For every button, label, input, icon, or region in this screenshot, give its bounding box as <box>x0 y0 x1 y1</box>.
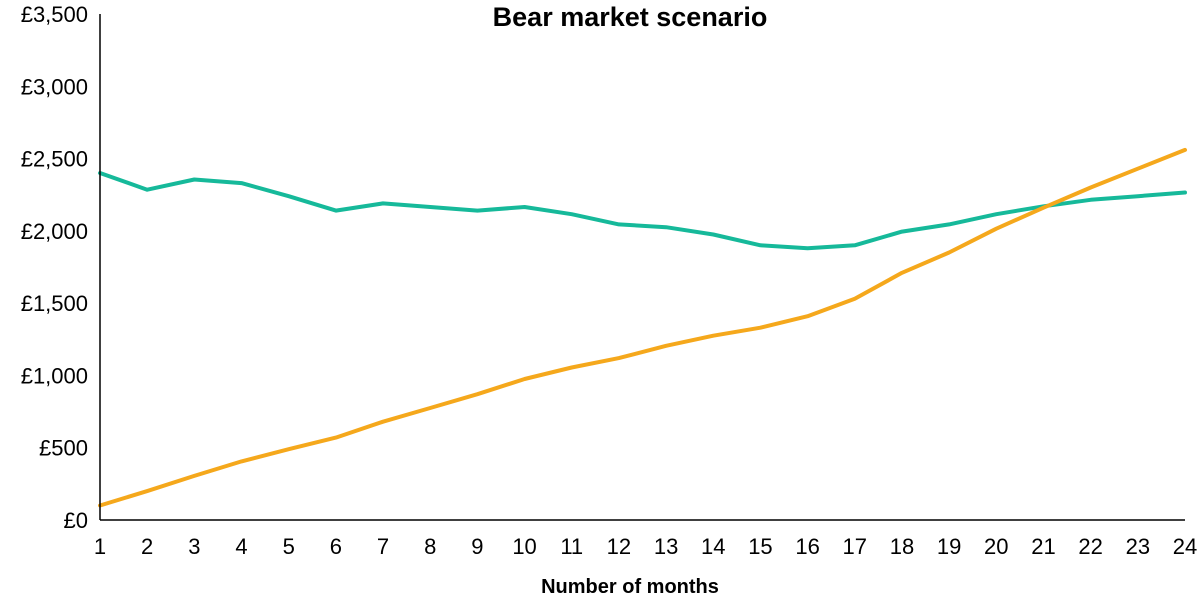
y-tick-label: £3,000 <box>21 74 88 99</box>
x-tick-label: 18 <box>890 534 914 559</box>
x-tick-label: 11 <box>560 534 583 559</box>
y-tick-label: £0 <box>64 508 88 533</box>
x-tick-label: 20 <box>984 534 1008 559</box>
x-tick-label: 16 <box>795 534 819 559</box>
x-tick-label: 1 <box>94 534 106 559</box>
x-axis-label: Number of months <box>541 576 719 598</box>
x-tick-label: 24 <box>1173 534 1197 559</box>
y-tick-label: £1,000 <box>21 363 88 388</box>
x-tick-label: 6 <box>330 534 342 559</box>
x-tick-label: 3 <box>188 534 200 559</box>
y-tick-label: £500 <box>39 436 88 461</box>
x-tick-label: 8 <box>424 534 436 559</box>
x-tick-label: 13 <box>654 534 678 559</box>
x-tick-label: 22 <box>1078 534 1102 559</box>
x-tick-label: 7 <box>377 534 389 559</box>
chart-title: Bear market scenario <box>493 2 768 32</box>
x-tick-label: 5 <box>283 534 295 559</box>
x-tick-label: 10 <box>512 534 536 559</box>
series-line-orange <box>98 147 1187 508</box>
x-tick-label: 2 <box>141 534 153 559</box>
x-tick-labels: 1 2 3 4 5 6 7 8 9 10 11 12 13 14 15 16 17 18 19 20 21 22 23 24 <box>94 534 1197 559</box>
x-tick-label: 14 <box>701 534 725 559</box>
x-tick-label: 15 <box>748 534 772 559</box>
y-tick-label: £1,500 <box>21 291 88 316</box>
series-line-teal <box>98 171 1187 251</box>
x-tick-label: 4 <box>235 534 247 559</box>
x-tick-label: 17 <box>843 534 867 559</box>
series-lines <box>98 147 1187 508</box>
x-tick-label: 9 <box>471 534 483 559</box>
y-tick-label: £2,500 <box>21 147 88 172</box>
x-tick-label: 21 <box>1031 534 1055 559</box>
x-tick-label: 12 <box>607 534 631 559</box>
x-tick-label: 19 <box>937 534 961 559</box>
y-tick-labels: £0 £500 £1,000 £1,500 £2,000 £2,500 £3,000 £3,5… <box>21 2 88 533</box>
y-tick-label: £2,000 <box>21 219 88 244</box>
y-tick-label: £3,500 <box>21 2 88 27</box>
x-tick-label: 23 <box>1126 534 1150 559</box>
